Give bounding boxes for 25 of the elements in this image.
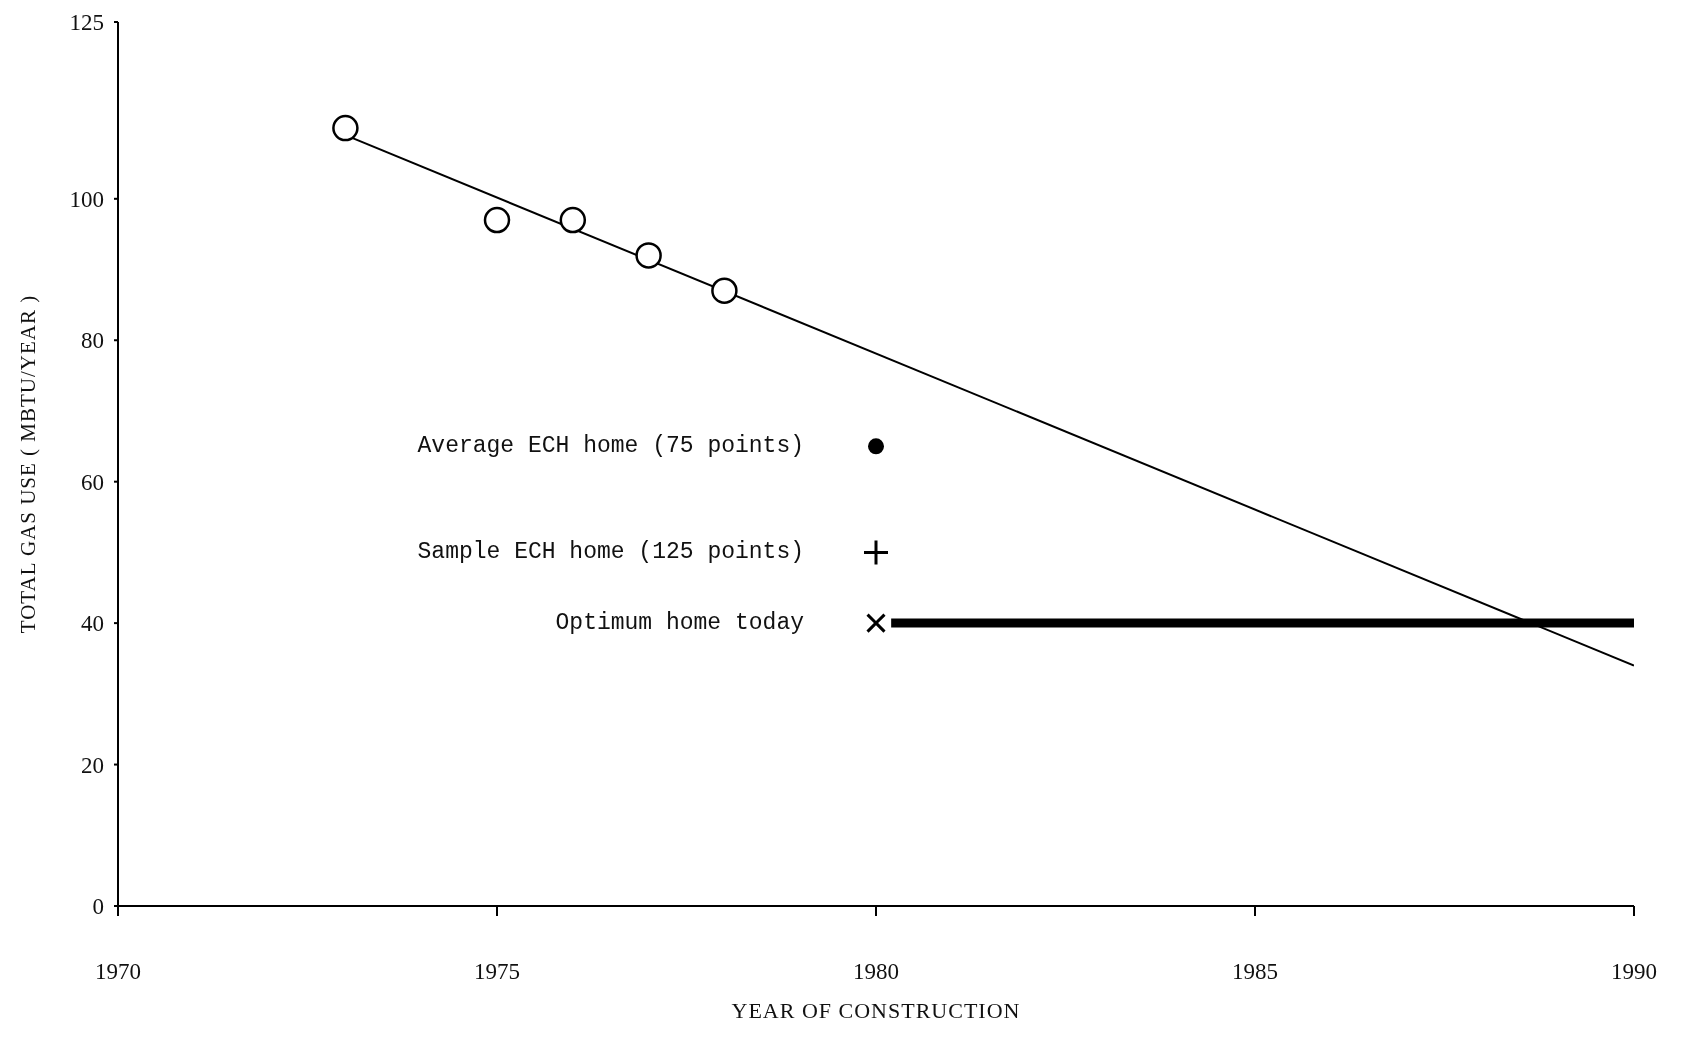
- y-tick-label: 100: [69, 186, 104, 212]
- x-axis-title: YEAR OF CONSTRUCTION: [731, 998, 1021, 1023]
- y-tick-label: 60: [81, 469, 104, 495]
- point: [635, 242, 662, 269]
- point: [559, 206, 587, 234]
- x-tick-label: 1985: [1232, 959, 1278, 985]
- point: [332, 114, 359, 142]
- point: [864, 540, 888, 565]
- point: [866, 613, 886, 633]
- point: [483, 206, 511, 234]
- y-tick-label: 0: [92, 894, 104, 920]
- x-tick-label: 1975: [474, 959, 520, 985]
- text: Sample ECH home (125 points): [417, 539, 804, 566]
- x-tick-label: 1970: [95, 959, 141, 985]
- text: Optimum home today: [555, 610, 805, 637]
- text: Average ECH home (75 points): [417, 433, 804, 460]
- y-tick-label: 40: [81, 611, 104, 637]
- point: [711, 277, 738, 304]
- x-tick-label: 1980: [853, 959, 899, 985]
- y-axis-title: TOTAL GAS USE ( MBTU/YEAR ): [16, 294, 41, 634]
- point: [868, 438, 884, 455]
- y-tick-label: 125: [69, 10, 104, 36]
- x-tick-label: 1990: [1611, 959, 1657, 985]
- y-tick-label: 20: [81, 752, 104, 778]
- y-tick-label: 80: [81, 328, 104, 354]
